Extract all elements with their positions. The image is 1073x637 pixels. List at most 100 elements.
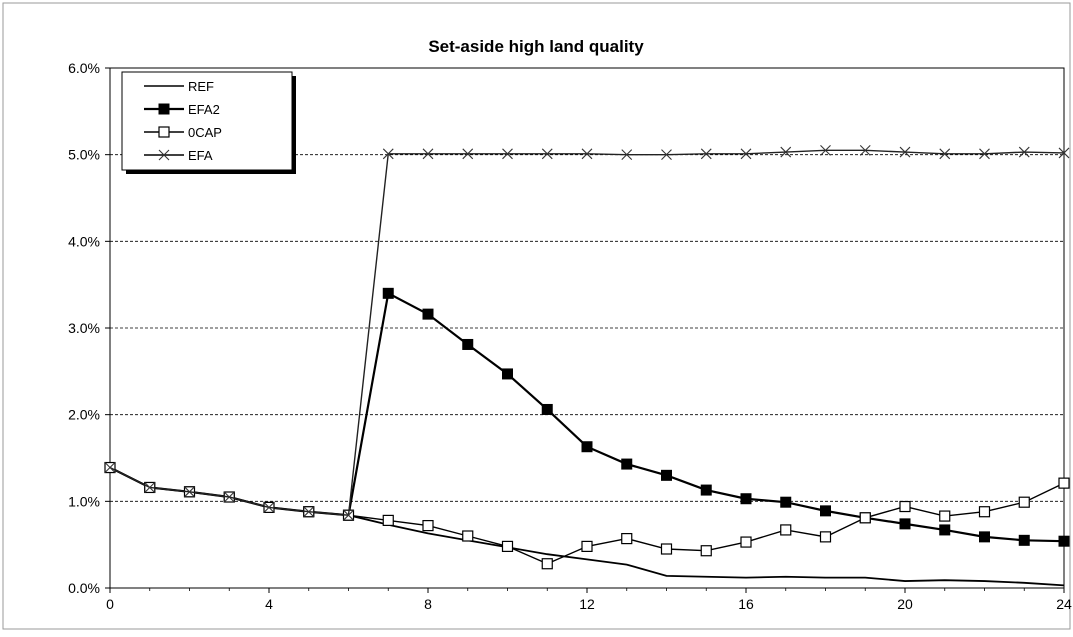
data-point [1058, 535, 1070, 547]
y-tick-label: 5.0% [68, 147, 100, 163]
x-tick-label: 20 [897, 596, 913, 612]
data-point [144, 482, 156, 493]
series-efa [104, 144, 1070, 521]
data-point [1018, 496, 1030, 508]
data-point [819, 531, 832, 543]
data-point [621, 149, 633, 161]
data-point [158, 149, 170, 161]
data-point [1018, 534, 1030, 546]
data-point [541, 558, 553, 570]
y-tick-label: 4.0% [68, 233, 100, 249]
data-point [462, 338, 474, 350]
data-point [581, 540, 593, 553]
x-tick-label: 16 [738, 596, 754, 612]
data-point [700, 484, 712, 496]
legend-item-ref: REF [144, 79, 214, 94]
y-tick-label: 0.0% [68, 580, 100, 596]
data-point [939, 510, 951, 522]
x-tick-label: 8 [424, 596, 432, 612]
cross-stroke [820, 144, 831, 156]
data-point [740, 493, 752, 505]
data-point [541, 403, 553, 415]
cross-stroke [581, 148, 593, 160]
data-point [740, 536, 752, 548]
data-point [502, 148, 513, 160]
legend-label: EFA2 [188, 102, 220, 117]
cross-stroke [104, 462, 116, 473]
data-point [263, 502, 275, 513]
data-point [303, 506, 315, 518]
data-point [780, 524, 792, 536]
data-point [780, 146, 792, 158]
y-tick-label: 2.0% [68, 407, 100, 423]
cross-stroke [158, 149, 170, 161]
legend-box [121, 71, 293, 171]
data-point [621, 532, 633, 545]
legend-item-efa2: EFA2 [144, 102, 220, 117]
data-point [660, 543, 673, 555]
cross-stroke [263, 502, 275, 513]
data-point [859, 144, 871, 156]
cross-stroke [502, 148, 513, 160]
data-point [979, 148, 990, 160]
data-point [581, 148, 593, 160]
data-point [661, 469, 672, 481]
data-point [820, 144, 831, 156]
data-point [939, 148, 951, 160]
cross-stroke [382, 148, 394, 160]
data-point [899, 518, 911, 530]
data-point [780, 496, 792, 508]
data-point [382, 514, 394, 527]
legend-label: REF [188, 79, 214, 94]
data-point [1058, 477, 1070, 489]
data-point [502, 368, 513, 380]
cross-stroke [661, 149, 672, 161]
data-point [382, 148, 394, 160]
data-point [422, 148, 434, 160]
cross-stroke [303, 506, 315, 518]
data-point [899, 500, 911, 513]
legend-item-efa: EFA [144, 148, 213, 163]
y-tick-label: 3.0% [68, 320, 100, 336]
data-point [581, 441, 593, 453]
data-point [740, 148, 752, 160]
cross-stroke [621, 149, 633, 161]
axes: 0.0% 1.0% 2.0% 3.0% 4.0% 5.0% 6.0% 0 4 8 12 16 20 24 [68, 60, 1072, 612]
legend-label: EFA [188, 148, 213, 163]
data-point [462, 530, 474, 542]
data-point [158, 103, 170, 115]
data-point [223, 491, 235, 503]
cross-stroke [939, 148, 951, 160]
data-point [382, 287, 394, 299]
data-point [700, 545, 712, 557]
data-point [1058, 147, 1070, 159]
cross-stroke [859, 144, 871, 156]
data-point [422, 519, 434, 532]
data-point [184, 486, 195, 498]
series-lines [104, 144, 1070, 587]
data-point [899, 146, 911, 158]
cross-stroke [462, 148, 474, 160]
cross-stroke [1058, 147, 1070, 159]
y-tick-label: 6.0% [68, 60, 100, 76]
data-point [700, 148, 712, 160]
y-tick-label: 1.0% [68, 493, 100, 509]
data-point [343, 509, 354, 521]
cross-stroke [422, 148, 434, 160]
cross-stroke [700, 148, 712, 160]
x-tick-label: 0 [106, 596, 114, 612]
cross-stroke [899, 146, 911, 158]
data-point [104, 462, 116, 473]
cross-stroke [223, 491, 235, 503]
data-point [501, 540, 514, 553]
chart-title: Set-aside high land quality [428, 37, 644, 56]
data-point [859, 512, 871, 524]
cross-stroke [740, 148, 752, 160]
data-point [158, 126, 170, 138]
cross-stroke [541, 148, 553, 160]
x-tick-label: 12 [579, 596, 595, 612]
cross-stroke [979, 148, 990, 160]
data-point [541, 148, 553, 160]
